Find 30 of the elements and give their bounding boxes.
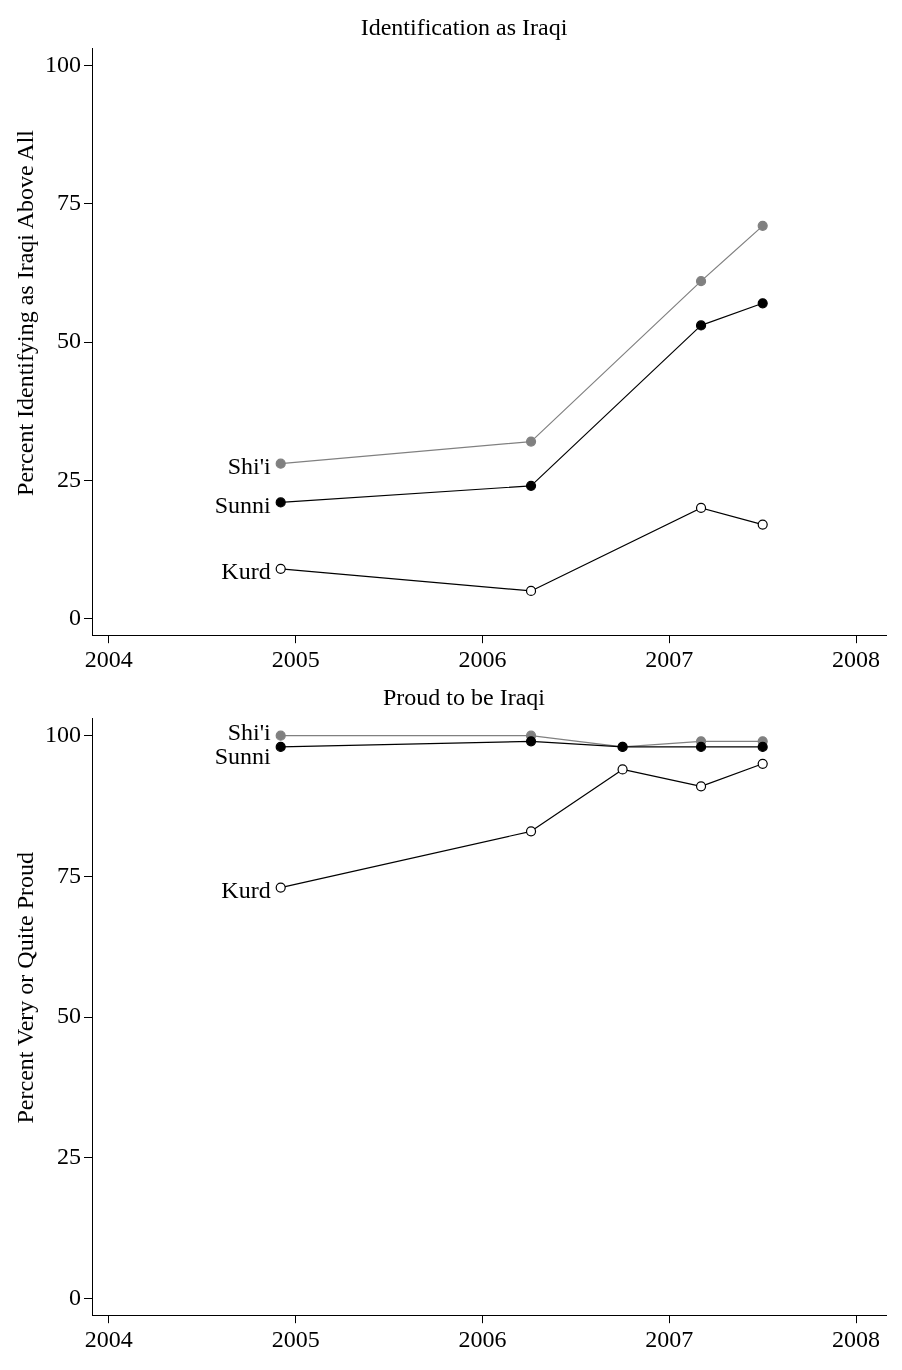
- chart-title: Identification as Iraqi: [360, 13, 568, 40]
- y-tick-label: 100: [45, 50, 81, 77]
- y-tick-label: 0: [69, 603, 81, 630]
- series-label: Kurd: [221, 876, 271, 903]
- x-tick-label: 2004: [84, 645, 133, 672]
- y-tick-label: 50: [57, 327, 81, 354]
- x-tick-label: 2007: [645, 645, 694, 672]
- x-tick-label: 2005: [271, 645, 320, 672]
- x-tick-label: 2006: [458, 1325, 507, 1352]
- x-tick-label: 2008: [832, 1325, 881, 1352]
- y-tick-label: 75: [57, 861, 81, 888]
- y-tick-label: 50: [57, 1002, 81, 1029]
- y-tick-label: 100: [45, 720, 81, 747]
- x-tick-label: 2005: [271, 1325, 320, 1352]
- y-axis-title: Percent Very or Quite Proud: [11, 852, 39, 1124]
- y-tick-label: 25: [57, 1142, 81, 1169]
- series-label: Sunni: [214, 491, 272, 518]
- y-tick-label: 75: [57, 188, 81, 215]
- y-tick-label: 0: [69, 1283, 81, 1310]
- x-tick-label: 2004: [84, 1325, 133, 1352]
- x-tick-label: 2006: [458, 645, 507, 672]
- series-label: Shi'i: [227, 718, 272, 745]
- y-tick-label: 25: [57, 465, 81, 492]
- series-label: Kurd: [221, 558, 271, 585]
- series-label: Sunni: [214, 742, 272, 769]
- chart-title: Proud to be Iraqi: [383, 683, 546, 710]
- x-tick-label: 2008: [832, 645, 881, 672]
- y-axis-title: Percent Identifying as Iraqi Above All: [11, 130, 39, 496]
- series-label: Shi'i: [227, 453, 272, 479]
- x-tick-label: 2007: [645, 1325, 694, 1352]
